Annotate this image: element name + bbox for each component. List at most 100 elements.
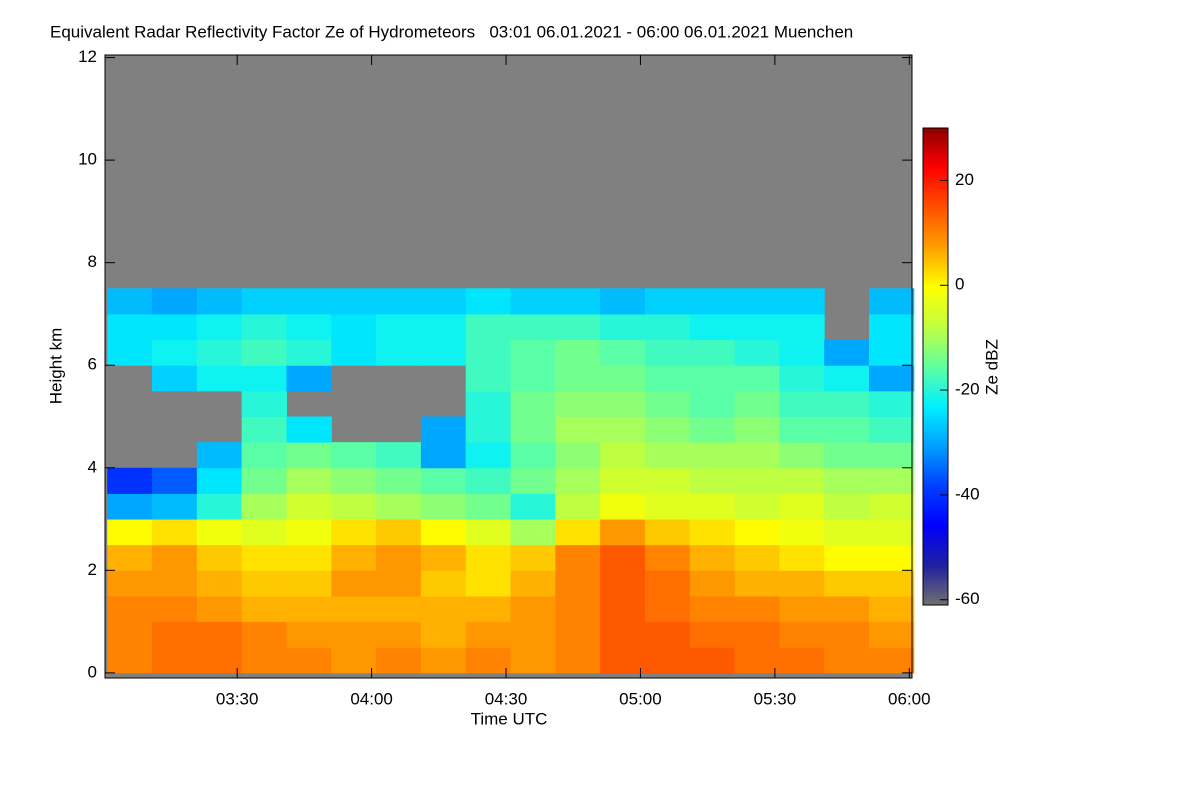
cell: [465, 544, 512, 571]
cell: [600, 544, 646, 571]
cell: [241, 595, 287, 623]
cell: [824, 621, 870, 648]
cell: [420, 519, 467, 546]
cell: [510, 313, 556, 341]
cell: [734, 595, 780, 623]
cell: [689, 570, 736, 597]
cell: [868, 570, 915, 597]
cell: [376, 288, 422, 315]
cell: [510, 442, 556, 469]
cell: [465, 416, 512, 443]
cell: [465, 467, 512, 494]
cell: [779, 519, 825, 546]
cell: [510, 647, 556, 674]
cell: [824, 570, 870, 597]
cell: [331, 544, 377, 571]
cell: [644, 595, 691, 623]
cell: [644, 288, 691, 315]
cell: [286, 647, 332, 674]
cell: [868, 339, 915, 366]
cell: [734, 647, 780, 674]
cell: [152, 493, 198, 520]
cell: [286, 544, 332, 571]
cell: [555, 288, 601, 315]
cell: [868, 288, 915, 315]
cell: [689, 544, 736, 571]
cell: [734, 390, 780, 417]
cell: [465, 595, 512, 623]
cell: [107, 621, 153, 648]
cell: [555, 339, 601, 366]
cell: [689, 339, 736, 366]
cell: [376, 595, 422, 623]
cell: [420, 570, 467, 597]
cell: [107, 595, 153, 623]
cell: [734, 339, 780, 366]
cell: [779, 365, 825, 392]
cell: [600, 288, 646, 315]
cell: [824, 544, 870, 571]
cell: [196, 339, 243, 366]
cell: [644, 416, 691, 443]
cell: [376, 647, 422, 674]
cell: [376, 621, 422, 648]
colorbar-tick-label: -60: [955, 589, 980, 608]
cell: [420, 544, 467, 571]
cell: [555, 595, 601, 623]
cell: [689, 467, 736, 494]
cell: [152, 544, 198, 571]
cell: [241, 313, 287, 341]
cell: [555, 390, 601, 417]
cell: [824, 365, 870, 392]
cell: [331, 288, 377, 315]
colorbar-tick-label: -40: [955, 484, 980, 503]
cell: [152, 339, 198, 366]
cell: [779, 570, 825, 597]
cell: [779, 621, 825, 648]
cell: [555, 493, 601, 520]
cell: [465, 390, 512, 417]
cell: [331, 467, 377, 494]
cell: [107, 313, 153, 341]
cell: [152, 313, 198, 341]
cell: [286, 519, 332, 546]
y-tick-label: 10: [78, 150, 97, 169]
cell: [824, 595, 870, 623]
cell: [868, 493, 915, 520]
cell: [376, 493, 422, 520]
cell: [376, 313, 422, 341]
cell: [107, 647, 153, 674]
cell: [107, 339, 153, 366]
cell: [376, 570, 422, 597]
cell: [734, 467, 780, 494]
cell: [689, 288, 736, 315]
colorbar-tick-label: -20: [955, 380, 980, 399]
cell: [196, 621, 243, 648]
cell: [331, 647, 377, 674]
cell: [689, 621, 736, 648]
cell: [600, 339, 646, 366]
cell: [286, 416, 332, 443]
cell: [376, 467, 422, 494]
cell: [510, 339, 556, 366]
cell: [152, 570, 198, 597]
cell: [600, 467, 646, 494]
cell: [286, 313, 332, 341]
cell: [241, 570, 287, 597]
cell: [241, 390, 287, 417]
cell: [241, 621, 287, 648]
cell: [241, 544, 287, 571]
cell: [196, 313, 243, 341]
cell: [420, 467, 467, 494]
cell: [465, 621, 512, 648]
x-tick-label: 04:30: [485, 689, 528, 708]
x-tick-label: 06:00: [888, 689, 931, 708]
cell: [241, 647, 287, 674]
cell: [420, 621, 467, 648]
cell: [600, 595, 646, 623]
cell: [152, 288, 198, 315]
cell: [376, 519, 422, 546]
cell: [779, 339, 825, 366]
cell: [600, 519, 646, 546]
cell: [734, 442, 780, 469]
